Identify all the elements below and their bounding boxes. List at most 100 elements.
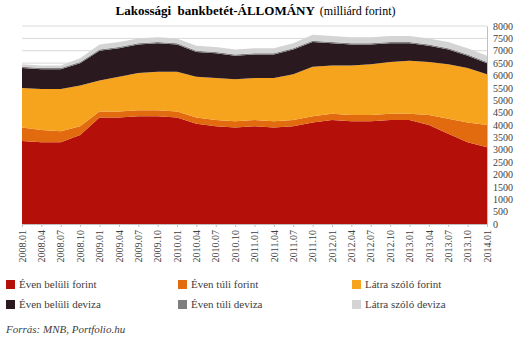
tick: 2010.10 bbox=[230, 224, 241, 263]
tick-label: 2009.01 bbox=[94, 230, 105, 263]
tick-label: 2013.10 bbox=[462, 230, 473, 263]
tick-label: 2012.01 bbox=[327, 230, 338, 263]
tick: 2009.01 bbox=[94, 224, 105, 263]
tick: 2009.10 bbox=[152, 224, 163, 263]
tick-mark bbox=[410, 224, 411, 227]
tick-mark bbox=[371, 224, 372, 227]
tick: 2009.07 bbox=[133, 224, 144, 263]
tick-label: 2014.01 bbox=[482, 230, 493, 263]
legend-label: Éven belüli deviza bbox=[19, 298, 101, 310]
tick: 2011.07 bbox=[288, 224, 299, 262]
tick: 2012.04 bbox=[346, 224, 357, 263]
tick-label: 8000 bbox=[493, 21, 513, 32]
tick-mark bbox=[41, 224, 42, 227]
tick: 2012.01 bbox=[327, 224, 338, 263]
tick-label: 2010.04 bbox=[191, 230, 202, 263]
tick-label: 2011.01 bbox=[249, 230, 260, 262]
tick: 6000 bbox=[487, 70, 513, 81]
tick-label: 2010.07 bbox=[210, 230, 221, 263]
tick-label: 6000 bbox=[493, 70, 513, 81]
tick: 1000 bbox=[487, 194, 513, 205]
grid-line bbox=[22, 26, 487, 27]
tick-label: 5500 bbox=[493, 83, 513, 94]
tick-mark bbox=[196, 224, 197, 227]
legend: Éven belüli forintÉven túli forintLátra … bbox=[6, 278, 446, 310]
tick-label: 2009.07 bbox=[133, 230, 144, 263]
tick-label: 0 bbox=[493, 219, 498, 230]
tick-mark bbox=[255, 224, 256, 227]
tick-label: 2008.10 bbox=[75, 230, 86, 263]
tick: 2008.01 bbox=[17, 224, 28, 263]
legend-label: Éven túli deviza bbox=[191, 298, 263, 310]
tick-mark bbox=[177, 224, 178, 227]
title-group: Lakossági bankbetét-ÁLLOMÁNY(milliárd fo… bbox=[115, 3, 395, 18]
legend-swatch bbox=[178, 300, 187, 309]
tick: 0 bbox=[487, 219, 498, 230]
tick-label: 2011.04 bbox=[269, 230, 280, 262]
tick-mark bbox=[158, 224, 159, 227]
tick-label: 2012.07 bbox=[365, 230, 376, 263]
tick: 2011.10 bbox=[307, 224, 318, 262]
legend-label: Éven túli forint bbox=[191, 278, 258, 290]
tick: 2008.10 bbox=[75, 224, 86, 263]
tick: 2013.04 bbox=[424, 224, 435, 263]
tick-mark bbox=[293, 224, 294, 227]
tick-mark bbox=[390, 224, 391, 227]
legend-swatch bbox=[352, 300, 361, 309]
tick-label: 3000 bbox=[493, 144, 513, 155]
tick: 3000 bbox=[487, 144, 513, 155]
tick-mark bbox=[80, 224, 81, 227]
tick-label: 2010.01 bbox=[172, 230, 183, 263]
legend-label: Látra szóló deviza bbox=[365, 298, 446, 310]
axis-line bbox=[23, 225, 488, 228]
x-axis: 2008.01 2008.04 2008.07 2008.10 2009.01 2009.… bbox=[17, 224, 493, 263]
tick-mark bbox=[468, 224, 469, 227]
tick: 4000 bbox=[487, 120, 513, 131]
tick: 8000 bbox=[487, 21, 513, 32]
tick-label: 5000 bbox=[493, 95, 513, 106]
tick: 2013.07 bbox=[443, 224, 454, 263]
tick: 2000 bbox=[487, 169, 513, 180]
chart: Lakossági bankbetét-ÁLLOMÁNY(milliárd fo… bbox=[0, 0, 531, 342]
tick-label: 4500 bbox=[493, 107, 513, 118]
tick: 2010.04 bbox=[191, 224, 202, 263]
tick-mark bbox=[332, 224, 333, 227]
axis-line bbox=[487, 27, 488, 225]
legend-swatch bbox=[6, 280, 15, 289]
tick-label: 2013.04 bbox=[424, 230, 435, 263]
tick-label: 4000 bbox=[493, 120, 513, 131]
tick-label: 2011.10 bbox=[307, 230, 318, 262]
plot-area bbox=[22, 35, 487, 224]
tick-mark bbox=[429, 224, 430, 227]
tick: 1500 bbox=[487, 182, 513, 193]
tick-label: 2011.07 bbox=[288, 230, 299, 262]
tick: 2010.07 bbox=[210, 224, 221, 263]
tick: 4500 bbox=[487, 107, 513, 118]
tick: 5000 bbox=[487, 95, 513, 106]
tick: 3500 bbox=[487, 132, 513, 143]
tick-label: 2008.01 bbox=[17, 230, 28, 263]
tick: 500 bbox=[487, 206, 508, 217]
tick: 2009.04 bbox=[114, 224, 125, 263]
legend-swatch bbox=[6, 300, 15, 309]
tick-label: 7000 bbox=[493, 45, 513, 56]
tick-label: 3500 bbox=[493, 132, 513, 143]
tick-mark bbox=[100, 224, 101, 227]
tick: 7500 bbox=[487, 33, 513, 44]
tick-label: 7500 bbox=[493, 33, 513, 44]
tick-mark bbox=[351, 224, 352, 227]
tick: 2012.10 bbox=[385, 224, 396, 263]
area bbox=[22, 41, 487, 69]
tick-label: 2500 bbox=[493, 157, 513, 168]
tick: 2008.04 bbox=[36, 224, 47, 263]
tick: 2008.07 bbox=[55, 224, 66, 263]
tick-mark bbox=[448, 224, 449, 227]
tick: 5500 bbox=[487, 83, 513, 94]
tick-mark bbox=[22, 224, 23, 227]
tick: 2010.01 bbox=[172, 224, 183, 263]
tick-label: 500 bbox=[493, 206, 508, 217]
tick-label: 2010.10 bbox=[230, 230, 241, 263]
tick-label: 1000 bbox=[493, 194, 513, 205]
tick-label: 2012.04 bbox=[346, 230, 357, 263]
tick: 2011.01 bbox=[249, 224, 260, 262]
